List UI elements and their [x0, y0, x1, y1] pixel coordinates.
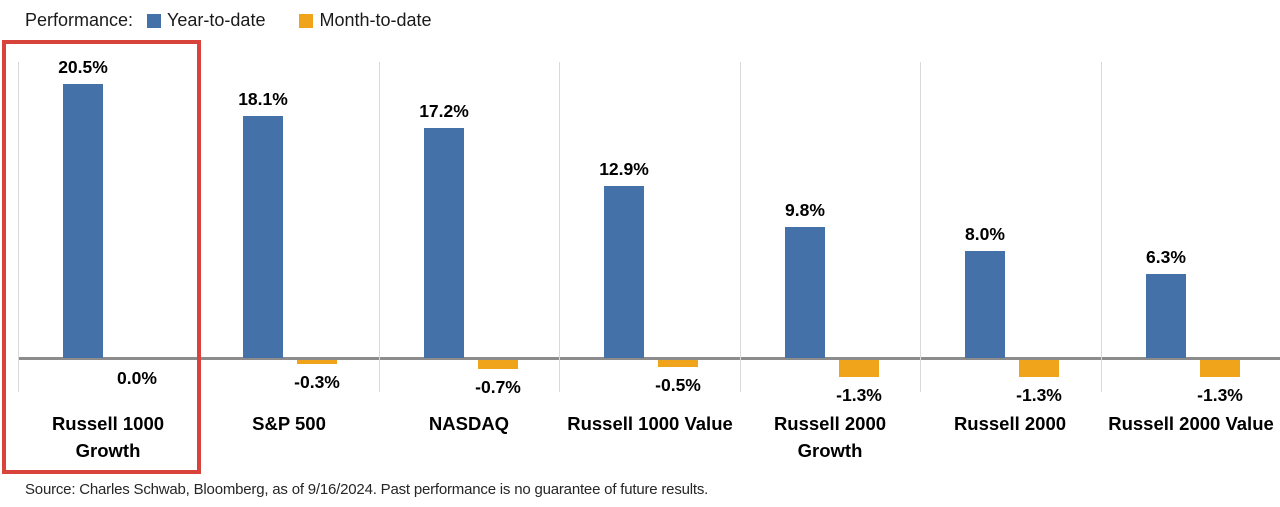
category-gridline [1101, 62, 1102, 392]
ytd-bar [785, 227, 825, 358]
category-label: Russell 2000 [953, 413, 1067, 434]
mtd-value-label: -0.7% [475, 377, 521, 397]
ytd-bar [1146, 274, 1186, 358]
mtd-value-label: -1.3% [836, 385, 882, 405]
ytd-bar [965, 251, 1005, 358]
mtd-value-label: -0.3% [294, 372, 340, 392]
category-gridline [379, 62, 380, 392]
category-gridline [740, 62, 741, 392]
mtd-bar [297, 360, 337, 364]
ytd-value-label: 6.3% [1146, 247, 1186, 267]
mtd-bar [658, 360, 698, 367]
ytd-bar [243, 116, 283, 358]
mtd-bar [1019, 360, 1059, 377]
legend-item-mtd: Month-to-date [299, 10, 432, 31]
mtd-value-label: -1.3% [1016, 385, 1062, 405]
category-label: Russell 1000 Growth [51, 413, 165, 461]
category-label: S&P 500 [252, 413, 326, 434]
ytd-bar [63, 84, 103, 358]
highlight-box [2, 40, 201, 474]
category-gridline [920, 62, 921, 392]
zero-axis-line [18, 357, 1280, 360]
ytd-value-label: 9.8% [785, 200, 825, 220]
mtd-value-label: 0.0% [117, 368, 157, 388]
ytd-bar [604, 186, 644, 358]
ytd-swatch-icon [147, 13, 162, 28]
legend-title: Performance: [25, 10, 134, 30]
category-gridline [18, 62, 19, 392]
category-label: Russell 1000 Value [567, 413, 733, 434]
ytd-bar [424, 128, 464, 358]
legend-label-mtd: Month-to-date [319, 10, 432, 30]
legend-item-ytd: Year-to-date [147, 10, 265, 31]
category-gridline [559, 62, 560, 392]
category-label: Russell 2000 Value [1108, 413, 1274, 434]
mtd-bar [478, 360, 518, 369]
mtd-swatch-icon [299, 13, 314, 28]
ytd-value-label: 8.0% [965, 224, 1005, 244]
chart-legend: Performance: Year-to-date Month-to-date [25, 10, 466, 31]
category-label: NASDAQ [428, 413, 510, 434]
source-note: Source: Charles Schwab, Bloomberg, as of… [25, 481, 709, 498]
mtd-bar [839, 360, 879, 377]
ytd-value-label: 20.5% [58, 57, 108, 77]
legend-label-ytd: Year-to-date [167, 10, 266, 30]
mtd-value-label: -0.5% [655, 375, 701, 395]
ytd-value-label: 18.1% [238, 89, 288, 109]
ytd-value-label: 17.2% [419, 101, 469, 121]
ytd-value-label: 12.9% [599, 159, 649, 179]
category-label: Russell 2000 Growth [773, 413, 887, 461]
mtd-value-label: -1.3% [1197, 385, 1243, 405]
mtd-bar [1200, 360, 1240, 377]
